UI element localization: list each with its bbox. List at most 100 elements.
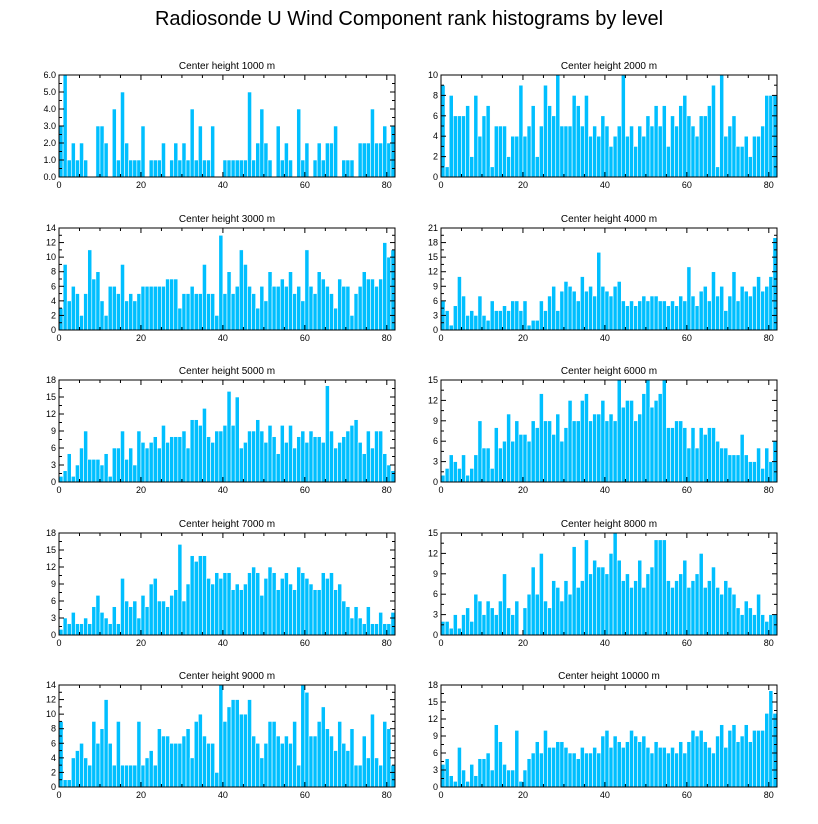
y-tick-label: 3 [433, 765, 438, 775]
bar [230, 589, 236, 636]
bar [255, 419, 261, 483]
bar [489, 468, 495, 483]
bar [66, 623, 72, 636]
bar [674, 580, 679, 636]
bar [489, 769, 495, 788]
bar [361, 142, 367, 178]
bar [465, 781, 470, 788]
bar [206, 578, 211, 636]
bar [563, 125, 569, 178]
bar [444, 621, 450, 636]
bar [493, 724, 499, 788]
x-tick-label: 60 [682, 180, 692, 190]
bar [735, 741, 741, 788]
y-tick-label: 15 [428, 697, 438, 707]
bar [111, 285, 117, 331]
bar [518, 310, 524, 331]
bar [222, 721, 228, 788]
bar [62, 470, 68, 483]
bar [263, 742, 269, 788]
bar [107, 285, 113, 331]
bar [148, 159, 154, 178]
y-tick-label: 21 [428, 223, 438, 233]
bar [707, 580, 712, 636]
bar [238, 589, 244, 636]
bar [600, 400, 606, 483]
x-tick-label: 80 [764, 485, 774, 495]
bar [768, 461, 774, 483]
bar [502, 440, 507, 483]
bar [645, 115, 651, 178]
bar [670, 587, 675, 636]
bar [169, 278, 175, 331]
bar [702, 115, 708, 178]
bar [99, 125, 105, 178]
bar [390, 249, 396, 331]
bar [251, 430, 256, 483]
panel-9: Center height 9000 m 0 20 40 60 80 0 2 4 6 8 10 12 14 [46, 671, 396, 800]
bar [489, 300, 495, 331]
bar [312, 159, 318, 178]
bar [124, 142, 129, 178]
bar [510, 440, 516, 483]
bar [575, 758, 581, 788]
bar [448, 324, 454, 331]
bar [255, 572, 261, 636]
y-tick-label: 6 [51, 281, 56, 291]
bar [506, 607, 511, 636]
bar [608, 413, 614, 483]
bar [325, 578, 330, 636]
bar [378, 278, 384, 331]
x-tick-label: 20 [136, 180, 146, 190]
x-tick-label: 0 [438, 638, 443, 648]
bar [292, 293, 297, 331]
x-tick-label: 20 [518, 790, 528, 800]
bar [267, 271, 273, 331]
bar [366, 278, 371, 331]
bar [83, 757, 88, 788]
bar [620, 406, 626, 483]
y-tick-label: 8 [51, 267, 56, 277]
bar [263, 442, 269, 483]
y-tick-label: 0 [51, 325, 56, 335]
bar [649, 752, 655, 788]
bar [140, 285, 146, 331]
bar [378, 764, 384, 788]
bar [345, 159, 351, 178]
x-tick-label: 40 [218, 790, 228, 800]
bar [66, 779, 72, 788]
bar [444, 310, 450, 331]
x-tick-label: 40 [218, 333, 228, 343]
bar [152, 764, 158, 788]
bar [633, 735, 638, 788]
bar [489, 166, 495, 178]
bar [316, 721, 322, 788]
bar [559, 440, 565, 483]
bar [103, 142, 109, 178]
bar [157, 728, 162, 788]
bar [316, 142, 322, 178]
bar [181, 293, 187, 331]
bar [99, 612, 105, 636]
bar [374, 430, 379, 483]
y-tick-label: 12 [428, 395, 438, 405]
bar [243, 713, 248, 788]
bar [448, 775, 454, 788]
bar [353, 293, 359, 331]
bar [222, 159, 228, 178]
x-tick-label: 60 [300, 638, 310, 648]
bar [79, 447, 84, 483]
bar [333, 750, 338, 788]
bar [296, 285, 302, 331]
bar [444, 166, 450, 178]
y-tick-label: 12 [428, 548, 438, 558]
x-tick-label: 20 [136, 485, 146, 495]
bar [539, 300, 544, 331]
bar [382, 242, 388, 331]
bar [481, 614, 487, 636]
bar [735, 146, 741, 178]
bar [522, 769, 528, 788]
bar [743, 290, 749, 331]
bar [333, 307, 338, 331]
bar [366, 430, 371, 483]
